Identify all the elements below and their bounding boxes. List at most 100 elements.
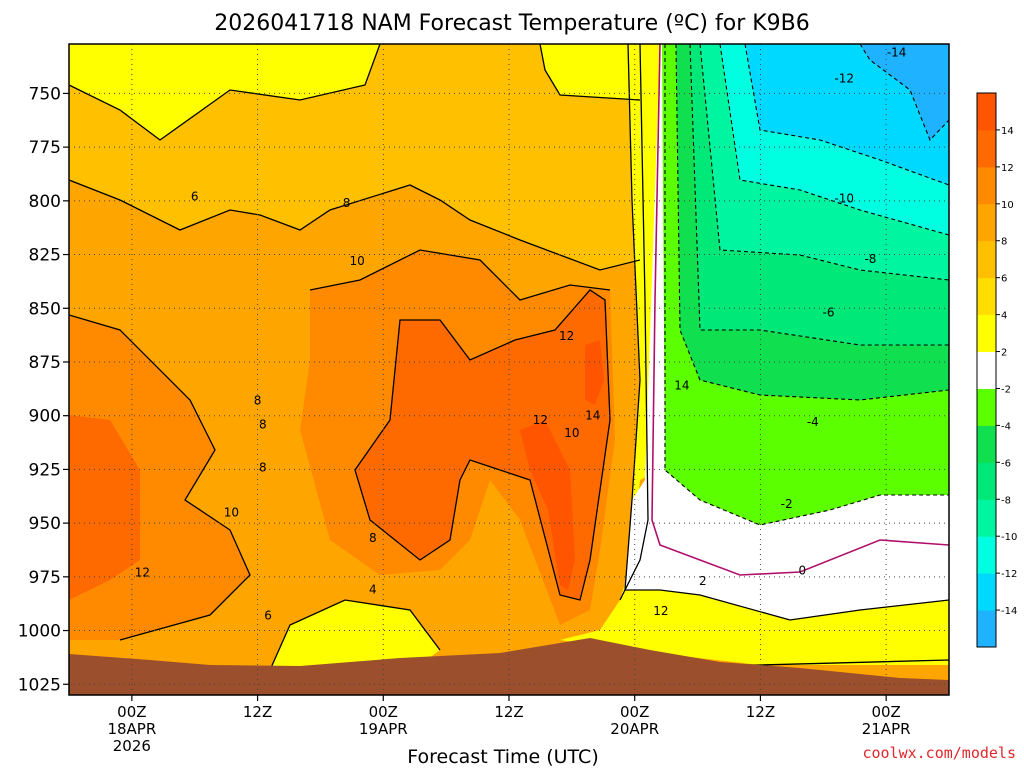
contour-label: 10 <box>224 505 239 519</box>
contour-label: -6 <box>823 306 835 320</box>
x-tick-label: 18APR <box>107 720 156 738</box>
contour-label: -12 <box>834 71 854 85</box>
zero-contour-line <box>651 44 949 576</box>
contour-label: 8 <box>259 460 267 474</box>
y-tick-label: 950 <box>29 514 61 534</box>
y-tick-label: 850 <box>29 299 61 319</box>
y-tick-label: 800 <box>29 192 61 212</box>
band-fill-minus16-minus14 <box>860 44 949 140</box>
band-fill-minus8-minus6 <box>690 44 949 345</box>
contour-line <box>69 314 251 641</box>
contour-label: 12 <box>653 604 668 618</box>
chart-title: 2026041718 NAM Forecast Temperature (ºC)… <box>214 11 810 36</box>
band-fill-minus12-minus10 <box>720 44 949 235</box>
x-axis-label: Forecast Time (UTC) <box>407 746 598 768</box>
colorbar-tick-label: -8 <box>1001 495 1011 506</box>
colorbar-swatch <box>977 93 996 131</box>
band-fill-minus2-2 <box>625 44 949 620</box>
contour-label: 4 <box>369 583 377 597</box>
contour-line <box>619 44 649 601</box>
colorbar-tick-label: 6 <box>1001 274 1007 285</box>
contour-label: 8 <box>369 531 377 545</box>
y-tick-label: 900 <box>29 407 61 427</box>
contour-label: -10 <box>834 192 854 206</box>
contour-label: 2 <box>699 574 707 588</box>
colorbar-tick-label: 12 <box>1001 163 1014 174</box>
contour-label: 10 <box>564 426 579 440</box>
contour-label: 12 <box>533 413 548 427</box>
band-fill-12-14 <box>69 290 610 600</box>
contour-label: 12 <box>559 329 574 343</box>
terrain-ground <box>69 638 949 695</box>
colorbar-tick-label: -14 <box>1001 606 1017 617</box>
x-tick-label: 21APR <box>862 720 911 738</box>
colorbar-swatch <box>977 388 996 426</box>
contour-label: -4 <box>807 415 819 429</box>
x-tick-label: 2026 <box>113 737 151 755</box>
band-fill-minus6-minus4 <box>676 44 949 400</box>
contour-line <box>309 249 611 301</box>
contour-label: -14 <box>887 46 907 60</box>
colorbar-swatch <box>977 610 996 648</box>
contour-labels: -14 -12 -10 -8 6 8 10 -6 12 14 8 8 12 14 -4 10 8 -2 10 8 12 0… <box>135 46 907 623</box>
contour-line <box>664 44 949 526</box>
y-tick-label: 825 <box>29 246 61 266</box>
y-tick-label: 925 <box>29 460 61 480</box>
plot-area: -14 -12 -10 -8 6 8 10 -6 12 14 8 8 12 14 -4 10 8 -2 10 8 12 0… <box>69 44 949 695</box>
contour-line <box>624 44 949 621</box>
colorbar-swatch <box>977 499 996 537</box>
x-tick-label: 12Z <box>494 703 523 721</box>
y-tick-label: 1000 <box>18 622 61 642</box>
contour-label: 8 <box>259 417 267 431</box>
colorbar-swatch <box>977 351 996 389</box>
colorbar-swatch <box>977 240 996 279</box>
x-tick-label: 00Z <box>871 703 900 721</box>
colorbar-tick-label: 4 <box>1001 311 1007 322</box>
contour-label: 8 <box>343 196 351 210</box>
colorbar-swatch <box>977 166 996 205</box>
contour-line <box>354 289 611 601</box>
colorbar-tick-label: 8 <box>1001 237 1007 248</box>
contour-label: 12 <box>135 566 150 580</box>
contour-line <box>744 44 949 186</box>
colorbar-swatch <box>977 425 996 463</box>
y-tick-label: 875 <box>29 353 61 373</box>
colorbar-swatch <box>977 314 996 353</box>
y-axis: 750 775 800 825 850 875 900 925 950 975 1000 1025 <box>18 84 69 695</box>
band-fill-6-8 <box>69 44 645 270</box>
contour-label: -2 <box>781 497 793 511</box>
colorbar-swatch <box>977 536 996 574</box>
colorbar-swatch <box>977 277 996 316</box>
contour-line <box>719 44 949 236</box>
contour-line <box>539 44 641 101</box>
contour-label: 8 <box>254 394 262 408</box>
colorbar: -14 -12 -10 -8 -6 -4 -2 2 4 6 8 10 12 14 <box>976 92 1017 648</box>
y-tick-label: 775 <box>29 138 61 158</box>
colorbar-swatch <box>977 129 996 168</box>
band-fill-14-16 <box>69 44 640 670</box>
contour-line <box>269 599 441 671</box>
colorbar-tick-label: -6 <box>1001 458 1011 469</box>
contour-label: -8 <box>864 252 876 266</box>
band-fill-minus10-minus8 <box>700 44 949 280</box>
contour-line <box>69 179 641 271</box>
y-tick-label: 750 <box>29 84 61 104</box>
x-tick-label: 19APR <box>359 720 408 738</box>
y-tick-label: 1025 <box>18 675 61 695</box>
colorbar-tick-label: -4 <box>1001 421 1011 432</box>
y-tick-label: 975 <box>29 568 61 588</box>
colorbar-tick-label: 14 <box>1001 126 1014 137</box>
colorbar-swatch <box>977 462 996 500</box>
x-tick-label: 20APR <box>610 720 659 738</box>
colorbar-tick-label: -2 <box>1001 384 1011 395</box>
colorbar-swatch <box>977 203 996 242</box>
x-tick-label: 00Z <box>620 703 649 721</box>
grid-lines <box>69 44 949 695</box>
colorbar-tick-label: 2 <box>1001 348 1007 359</box>
contour-label: 10 <box>349 254 364 268</box>
colorbar-frame <box>976 92 997 648</box>
x-tick-label: 12Z <box>746 703 775 721</box>
credit-text: coolwx.com/models <box>862 744 1016 762</box>
colorbar-tick-label: 10 <box>1001 200 1014 211</box>
